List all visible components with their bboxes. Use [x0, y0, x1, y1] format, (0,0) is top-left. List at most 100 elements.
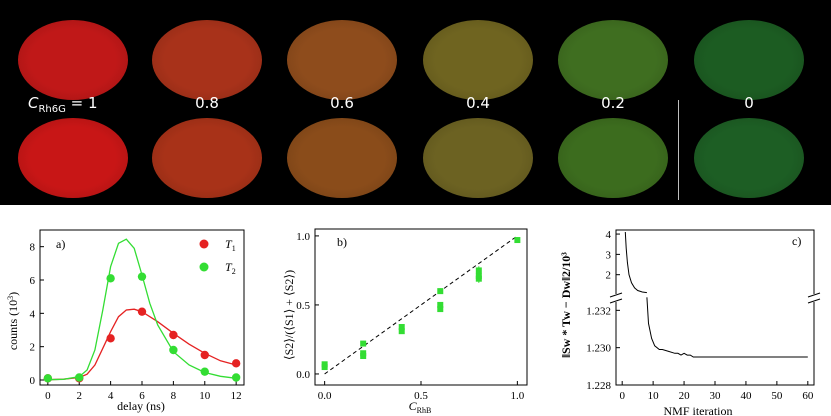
sample-oval-row2	[694, 118, 804, 198]
y-tick-label-a: 8	[30, 242, 36, 254]
data-point	[475, 272, 482, 279]
x-tick-label-c: 20	[679, 390, 691, 402]
data-point	[398, 324, 405, 331]
axis-break-mark	[807, 298, 821, 304]
y-tick-label-b: 1.0	[296, 231, 310, 243]
data-point-t1	[137, 307, 147, 316]
data-point-t1	[231, 359, 241, 368]
legend-marker-t1	[199, 239, 209, 249]
y-tick-label-c-upper: 2	[606, 270, 612, 282]
x-tick-label-a: 12	[231, 390, 242, 402]
data-point-t2	[106, 274, 115, 283]
y-tick-label-a: 2	[30, 342, 36, 354]
sample-oval-row1	[423, 20, 533, 100]
sample-oval-row1	[18, 20, 128, 100]
x-tick-label-b: 1.0	[510, 390, 524, 402]
x-tick-label-c: 0	[619, 390, 625, 402]
residual-line-upper	[624, 231, 647, 294]
x-tick-label-b: 0.5	[414, 390, 428, 402]
y-tick-label-c-lower: 1.228	[586, 380, 611, 392]
sample-oval-row2	[152, 118, 262, 198]
residual-line-lower	[646, 297, 808, 358]
sample-oval-row1	[287, 20, 397, 100]
plot-frame-b	[314, 228, 528, 386]
xlabel-c: NMF iteration	[664, 404, 733, 416]
data-point-t1	[169, 330, 178, 340]
data-point	[360, 350, 367, 357]
y-tick-label-a: 0	[30, 375, 36, 387]
chart-b: ⟨S2⟩/(⟨S1⟩ + ⟨S2⟩) b) CRhB 0.0 0.5 1.0 0.0 0…	[282, 228, 528, 415]
y-tick-label-b: 0.0	[296, 369, 310, 381]
plot-frame-c	[615, 229, 815, 386]
x-tick-label-c: 40	[740, 390, 752, 402]
axis-break-gap-left	[610, 294, 622, 302]
data-point	[437, 288, 444, 295]
data-point-t1	[106, 334, 115, 343]
sample-oval-row2	[558, 118, 668, 198]
separator-line	[678, 100, 679, 200]
chart-c: ‖Sw * Tw − Dw‖2/10³ c) NMF iteration 0 10…	[559, 229, 821, 416]
y-tick-label-c-upper: 3	[606, 249, 612, 261]
panel-label-c: c)	[792, 234, 801, 248]
y-tick-label-a: 6	[30, 275, 36, 287]
y-tick-label-c-upper: 4	[606, 229, 612, 241]
x-tick-label-c: 30	[710, 390, 722, 402]
x-tick-label-a: 6	[139, 390, 145, 402]
reference-line	[324, 235, 518, 375]
y-tick-label-c-lower: 1.232	[586, 305, 611, 317]
x-tick-label-a: 8	[171, 390, 177, 402]
fit-line-t2	[47, 238, 237, 381]
data-point-t2	[200, 367, 209, 376]
x-tick-label-b: 0.0	[318, 390, 332, 402]
concentration-value: 0	[744, 94, 754, 112]
concentration-value: 0.2	[601, 94, 625, 112]
sample-oval-row2	[18, 118, 128, 198]
concentration-value: 0.4	[466, 94, 490, 112]
data-point-t2	[43, 374, 53, 383]
data-point	[360, 340, 367, 347]
concentration-value: 0.6	[330, 94, 354, 112]
legend-label-t2: T2	[225, 260, 236, 276]
legend-marker-t2	[199, 262, 209, 272]
data-point	[475, 267, 482, 274]
x-tick-label-a: 0	[45, 390, 51, 402]
x-tick-label-a: 2	[76, 390, 82, 402]
x-tick-label-c: 50	[771, 390, 783, 402]
axis-break-mark	[609, 292, 623, 298]
ylabel-b: ⟨S2⟩/(⟨S1⟩ + ⟨S2⟩)	[282, 270, 296, 360]
sample-oval-row2	[287, 118, 397, 198]
sample-oval-row1	[558, 20, 668, 100]
axis-break-gap-right	[808, 294, 820, 302]
data-point	[321, 361, 328, 368]
concentration-value: 0.8	[195, 94, 219, 112]
sample-oval-row2	[423, 118, 533, 198]
legend-a: T1 T2	[199, 237, 236, 276]
data-point	[437, 301, 444, 308]
x-tick-label-a: 4	[108, 390, 114, 402]
ylabel-a: counts (103)	[6, 292, 20, 350]
chart-a: counts (103) a) T1 T2 delay (ns) 0 2 4 6 8 10…	[6, 229, 245, 413]
data-point-t1	[200, 350, 209, 360]
y-tick-label-c-lower: 1.230	[586, 343, 611, 355]
legend-label-t1: T1	[225, 237, 236, 253]
panel-label-b: b)	[337, 235, 347, 249]
data-point-t2	[169, 345, 178, 355]
concentration-label: CRh6G = 1	[28, 94, 98, 115]
y-tick-label-a: 4	[30, 308, 36, 320]
fit-line-t1	[47, 308, 237, 381]
axis-break-mark	[609, 298, 623, 304]
data-point	[437, 306, 444, 313]
x-tick-label-c: 60	[802, 390, 814, 402]
x-tick-label-a: 10	[199, 390, 211, 402]
data-point-t2	[231, 373, 241, 382]
data-point-t2	[137, 272, 147, 281]
panel-label-a: a)	[56, 237, 65, 251]
sample-oval-row1	[152, 20, 262, 100]
x-tick-label-c: 10	[648, 390, 660, 402]
data-point	[398, 328, 405, 335]
xlabel-b: CRhB	[409, 399, 432, 415]
image-strip: CRh6G = 1 0.8 0.6 0.4 0.2 0	[0, 0, 831, 205]
ylabel-c: ‖Sw * Tw − Dw‖2/10³	[559, 252, 573, 358]
axis-break-mark	[807, 292, 821, 298]
data-point	[514, 237, 521, 244]
